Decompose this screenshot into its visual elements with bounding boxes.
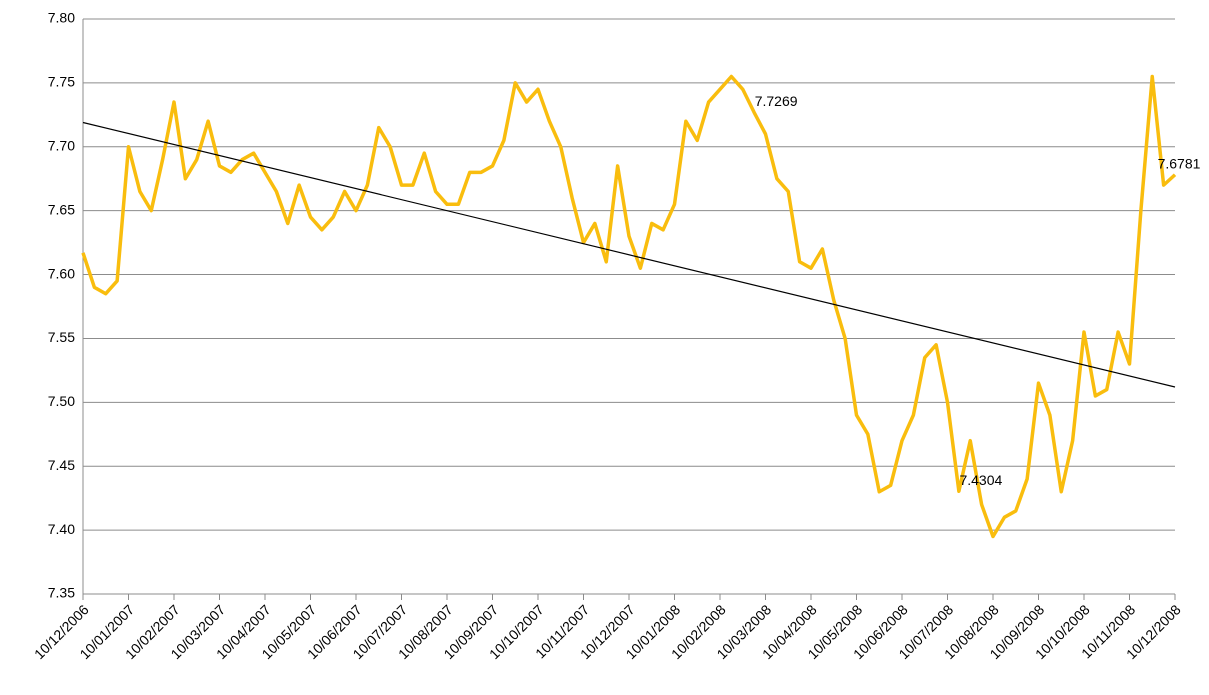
y-tick-label: 7.75 (48, 74, 75, 90)
y-tick-label: 7.80 (48, 10, 75, 26)
y-tick-label: 7.35 (48, 585, 75, 601)
trend-line (82, 121, 1176, 388)
y-tick-label: 7.70 (48, 137, 75, 153)
data-label: 7.4304 (959, 472, 1002, 488)
data-label: 7.7269 (755, 93, 798, 109)
y-tick-label: 7.45 (48, 457, 75, 473)
y-tick-label: 7.55 (48, 329, 75, 345)
y-tick-label: 7.40 (48, 521, 75, 537)
y-tick-label: 7.50 (48, 393, 75, 409)
y-tick-label: 7.60 (48, 265, 75, 281)
data-label: 7.6781 (1158, 155, 1201, 171)
data-line (81, 74, 1177, 539)
y-tick-label: 7.65 (48, 201, 75, 217)
